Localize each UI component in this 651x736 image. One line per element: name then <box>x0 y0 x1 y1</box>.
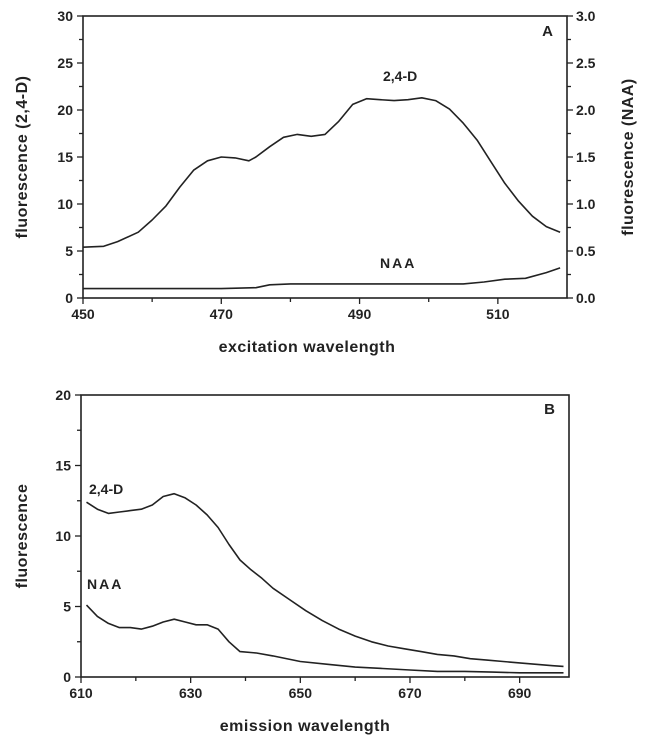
panel-b-letter: B <box>544 401 555 418</box>
panel-a-x-tick-label: 510 <box>486 306 510 322</box>
panel-a-y-tick-label: 10 <box>57 196 73 212</box>
panel-a-letter: A <box>542 23 553 40</box>
panel-a-frame <box>82 15 568 299</box>
panel-a-series-line-2-4-d <box>82 97 561 248</box>
panel-b: B emission wavelength fluorescence 2,4-D… <box>14 387 570 735</box>
panel-a-y-tick-label: 25 <box>57 55 73 71</box>
panel-b-frame <box>80 394 570 678</box>
panel-a-right-y-tick-label: 1.0 <box>576 196 596 212</box>
panel-a: A excitation wavelength fluorescence (2,… <box>14 8 637 356</box>
panel-a-series-label-naa: NAA <box>380 255 416 271</box>
panel-b-series-label-2-4-d: 2,4-D <box>89 481 123 497</box>
panel-a-right-y-tick-label: 0.0 <box>576 290 596 306</box>
panel-b-marks: 610 630 650 670 690 0 5 10 15 20 <box>55 387 564 701</box>
panel-b-y-axis-label: fluorescence <box>14 484 31 589</box>
panel-b-series-label-naa: NAA <box>87 576 123 592</box>
panel-a-x-tick-label: 470 <box>210 306 234 322</box>
panel-a-left-y-axis-label: fluorescence (2,4-D) <box>14 76 31 239</box>
panel-a-y-tick-label: 0 <box>65 290 73 306</box>
panel-a-right-y-tick-label: 2.0 <box>576 102 596 118</box>
panel-a-marks: 450 470 490 5100510152025300.00.51.01.52.02… <box>57 8 595 322</box>
panel-a-right-y-tick-label: 0.5 <box>576 243 596 259</box>
panel-a-y-tick-label: 20 <box>57 102 73 118</box>
panel-b-x-tick-label: 690 <box>508 685 532 701</box>
panel-a-y-tick-label: 15 <box>57 149 73 165</box>
panel-b-x-tick-label: 610 <box>69 685 93 701</box>
panel-b-y-tick-label: 5 <box>63 599 71 615</box>
panel-a-series-label-2-4-d: 2,4-D <box>383 68 417 84</box>
panel-b-series-line-2-4-d <box>86 492 564 668</box>
panel-b-x-tick-label: 630 <box>179 685 203 701</box>
panel-b-x-tick-label: 670 <box>398 685 422 701</box>
panel-a-x-axis-label: excitation wavelength <box>219 339 396 356</box>
panel-a-x-tick-label: 490 <box>348 306 372 322</box>
panel-a-right-y-axis-label: fluorescence (NAA) <box>620 78 637 235</box>
panel-b-x-tick-label: 650 <box>289 685 313 701</box>
panel-b-y-tick-label: 10 <box>55 528 71 544</box>
panel-a-series-line-naa <box>83 267 561 290</box>
panel-b-y-tick-label: 0 <box>63 669 71 685</box>
panel-b-x-axis-label: emission wavelength <box>220 718 390 735</box>
panel-b-y-tick-label: 20 <box>55 387 71 403</box>
panel-a-y-tick-label: 5 <box>65 243 73 259</box>
panel-a-right-y-tick-label: 1.5 <box>576 149 596 165</box>
panel-a-right-y-tick-label: 2.5 <box>576 55 596 71</box>
panel-a-right-y-tick-label: 3.0 <box>576 8 596 24</box>
panel-a-x-tick-label: 450 <box>71 306 95 322</box>
panel-b-y-tick-label: 15 <box>55 458 71 474</box>
panel-b-series-line-naa <box>85 604 564 674</box>
panel-a-y-tick-label: 30 <box>57 8 73 24</box>
